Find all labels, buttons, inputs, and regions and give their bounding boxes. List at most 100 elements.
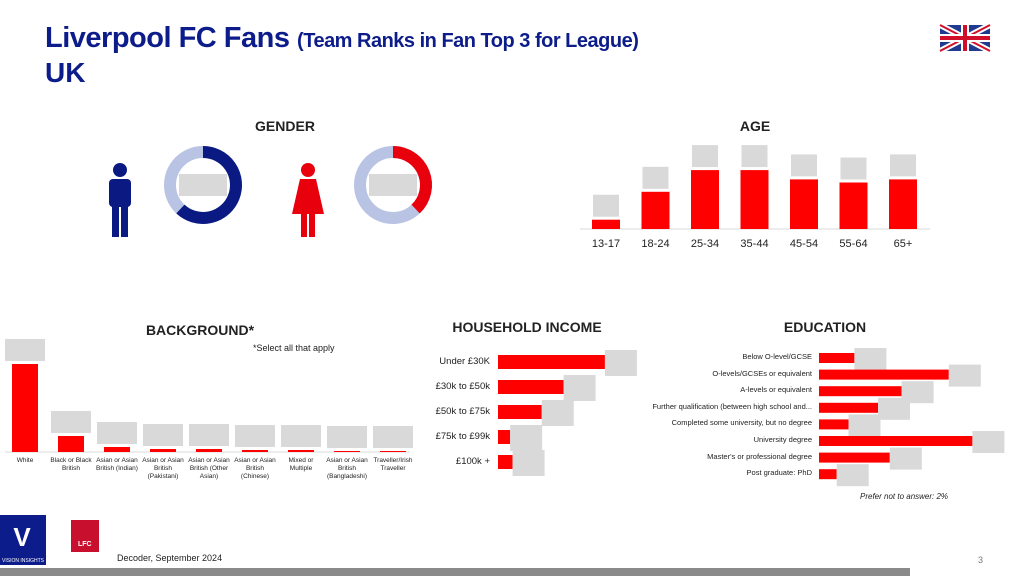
bar xyxy=(380,451,406,452)
x-tick-label: 35-44 xyxy=(740,238,769,250)
region: UK xyxy=(45,57,86,88)
x-tick-label: Asian or Asian British (Other Asian) xyxy=(188,457,230,481)
y-tick-label: £75k to £99k xyxy=(435,431,490,442)
redaction xyxy=(373,426,413,448)
redaction xyxy=(889,447,922,470)
uk-flag xyxy=(938,22,992,54)
bar xyxy=(819,402,878,413)
footer-bar xyxy=(0,568,910,576)
x-tick-label: 13-17 xyxy=(591,238,621,250)
club-crest xyxy=(71,520,99,552)
redaction xyxy=(836,464,869,487)
y-tick-label: £100k + xyxy=(455,456,490,467)
bar xyxy=(104,447,130,452)
bar xyxy=(839,182,868,229)
redaction xyxy=(327,426,367,448)
redaction xyxy=(901,381,934,404)
redaction xyxy=(791,154,817,177)
redaction xyxy=(878,397,910,420)
redaction xyxy=(5,339,45,361)
y-tick-label: Master's or professional degree xyxy=(707,451,812,461)
x-tick-label: Black or Black British xyxy=(50,457,92,473)
x-tick-label: 45-54 xyxy=(789,238,819,250)
club-text: LFC xyxy=(78,541,92,548)
x-tick-label: Asian or Asian British (Pakistani) xyxy=(142,457,184,481)
y-tick-label: O-levels/GCSEs or equivalent xyxy=(712,368,812,378)
redaction xyxy=(281,425,321,447)
section-title: EDUCATION xyxy=(783,319,867,335)
y-tick-label: Further qualification (between high scho… xyxy=(652,401,812,411)
redaction xyxy=(541,400,574,426)
y-tick-label: Under £30K xyxy=(439,356,490,367)
section-title: HOUSEHOLD INCOME xyxy=(452,319,602,335)
bar xyxy=(819,436,973,446)
redaction xyxy=(235,425,275,447)
bar xyxy=(498,430,511,444)
x-tick-label: Asian or Asian British (Indian) xyxy=(96,457,138,473)
bar xyxy=(691,170,719,229)
page-number: 3 xyxy=(978,555,984,565)
redaction xyxy=(890,154,916,177)
bar xyxy=(740,170,769,229)
male-icon xyxy=(109,163,131,237)
redaction xyxy=(189,424,229,446)
redaction xyxy=(854,348,887,370)
bar xyxy=(498,355,605,369)
bar xyxy=(819,419,849,430)
x-tick-label: 65+ xyxy=(893,238,913,250)
redaction xyxy=(143,424,183,446)
bar xyxy=(819,369,949,380)
redaction xyxy=(51,411,91,433)
bar xyxy=(641,191,670,229)
bar xyxy=(498,380,564,394)
bar xyxy=(819,469,837,480)
source: Decoder, September 2024 xyxy=(117,553,223,563)
y-tick-label: Post graduate: PhD xyxy=(746,468,812,478)
bar xyxy=(819,353,855,363)
note: *Select all that apply xyxy=(253,343,335,353)
donut-arc xyxy=(176,146,242,224)
y-tick-label: Below O-level/GCSE xyxy=(742,352,812,361)
y-tick-label: University degree xyxy=(753,435,812,444)
redaction xyxy=(840,157,867,180)
section-title: BACKGROUND* xyxy=(145,322,255,338)
bar xyxy=(819,386,902,397)
bar xyxy=(196,449,222,452)
bar xyxy=(819,452,890,463)
bar xyxy=(58,436,84,452)
x-tick-label: Asian or Asian British (Bangladeshi) xyxy=(326,457,368,481)
female-icon xyxy=(292,163,324,237)
bar xyxy=(288,450,314,452)
redaction xyxy=(593,194,619,217)
bar xyxy=(790,179,818,229)
redaction xyxy=(642,166,669,189)
logo-box xyxy=(0,515,46,565)
redaction xyxy=(512,450,545,476)
y-tick-label: £50k to £75k xyxy=(435,406,490,417)
bar xyxy=(498,455,513,469)
bar xyxy=(334,451,360,452)
redaction xyxy=(848,414,881,437)
x-tick-label: Traveller/Irish Traveller xyxy=(373,457,413,473)
title: Liverpool FC Fans (Team Ranks in Fan Top… xyxy=(45,22,639,54)
x-tick-label: 55-64 xyxy=(839,238,868,250)
redaction xyxy=(179,174,227,196)
logo-mark: V xyxy=(13,522,31,552)
bar xyxy=(498,405,542,419)
bar xyxy=(592,219,620,229)
donut-arc xyxy=(392,146,432,214)
section-title: GENDER xyxy=(255,118,315,134)
x-tick-label: 25-34 xyxy=(690,238,720,250)
redaction xyxy=(972,431,1005,453)
bar xyxy=(150,449,176,452)
x-tick-label: White xyxy=(16,457,34,464)
redaction xyxy=(369,174,417,196)
x-tick-label: Mixed or Multiple xyxy=(288,457,314,473)
redaction xyxy=(563,375,596,401)
redaction xyxy=(741,145,768,168)
redaction xyxy=(692,145,718,168)
x-tick-label: 18-24 xyxy=(641,238,670,250)
x-tick-label: Asian or Asian British (Chinese) xyxy=(234,457,276,481)
redaction xyxy=(948,364,981,387)
